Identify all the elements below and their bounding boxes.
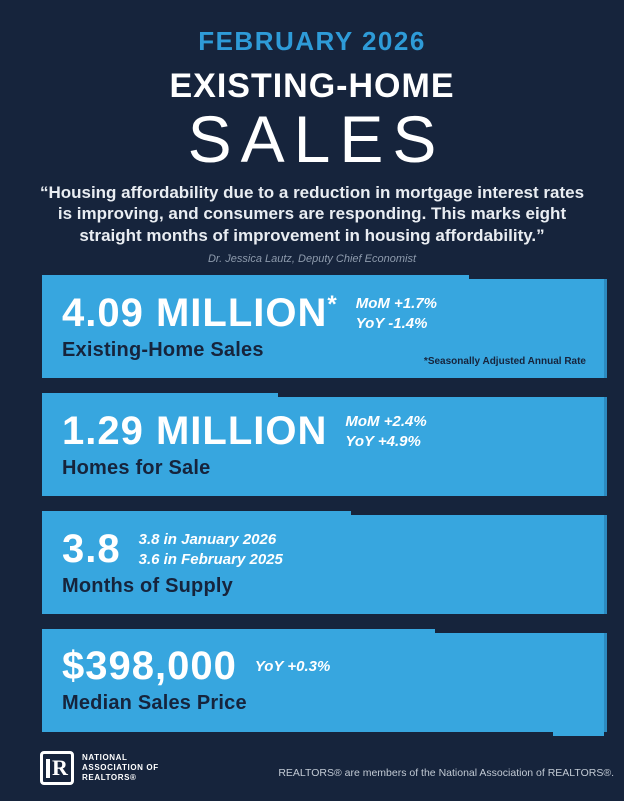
stat-label: Homes for Sale <box>62 457 211 480</box>
report-month: FEBRUARY 2026 <box>198 26 426 56</box>
stat-label: Existing-Home Sales <box>62 339 264 362</box>
yoy-change: YoY +4.9% <box>345 432 421 450</box>
page-title-line1: EXISTING-HOME <box>169 67 455 105</box>
stat-value: 1.29 MILLION <box>62 408 328 453</box>
yoy-change: YoY -1.4% <box>355 314 428 332</box>
prior-year-value: 3.6 in February 2025 <box>138 550 283 568</box>
stat-row: 3.8 3.8 in January 2026 3.6 in February … <box>62 528 584 569</box>
yoy-change: YoY +0.3% <box>254 658 331 676</box>
stat-value: 3.8 <box>62 526 121 571</box>
header: FEBRUARY 2026 EXISTING-HOME SALES “Housi… <box>0 0 624 265</box>
nar-block-r-icon: R <box>40 751 74 786</box>
economist-quote: “Housing affordability due to a reductio… <box>39 183 585 245</box>
stat-label: Months of Supply <box>62 575 233 598</box>
page-title-line2: SALES <box>187 102 446 176</box>
card-homes-for-sale: 1.29 MILLION MoM +2.4% YoY +4.9% Homes f… <box>42 393 607 497</box>
stat-label: Median Sales Price <box>62 692 247 715</box>
logo-line-3: REALTORS® <box>82 773 137 783</box>
nar-logo: R NATIONAL ASSOCIATION OF REALTORS® <box>40 751 159 786</box>
card-months-of-supply: 3.8 3.8 in January 2026 3.6 in February … <box>42 511 607 615</box>
stat-row: 1.29 MILLION MoM +2.4% YoY +4.9% <box>62 410 584 451</box>
seasonal-adjustment-footnote: *Seasonally Adjusted Annual Rate <box>423 356 586 368</box>
stat-row: $398,000 YoY +0.3% <box>62 646 584 686</box>
stat-value: $398,000 <box>62 644 237 689</box>
stat-changes: YoY +0.3% <box>255 655 330 677</box>
stat-value-asterisk: * <box>327 290 338 318</box>
card-median-sales-price: $398,000 YoY +0.3% Median Sales Price <box>42 629 607 737</box>
membership-disclaimer: REALTORS® are members of the National As… <box>278 767 614 780</box>
stat-row: 4.09 MILLION* MoM +1.7% YoY -1.4% <box>62 292 584 333</box>
footer: R NATIONAL ASSOCIATION OF REALTORS® REAL… <box>40 751 614 786</box>
stat-comparisons: 3.8 in January 2026 3.6 in February 2025 <box>139 528 283 569</box>
logo-line-2: ASSOCIATION OF <box>82 763 159 773</box>
stat-changes: MoM +2.4% YoY +4.9% <box>345 410 426 451</box>
prior-month-value: 3.8 in January 2026 <box>138 531 277 549</box>
stat-value-text: 4.09 MILLION <box>62 290 328 335</box>
mom-change: MoM +1.7% <box>355 295 438 313</box>
card-existing-home-sales: 4.09 MILLION* MoM +1.7% YoY -1.4% Existi… <box>42 275 607 379</box>
logo-letter: R <box>52 755 68 781</box>
stat-changes: MoM +1.7% YoY -1.4% <box>356 292 437 333</box>
stat-cards: 4.09 MILLION* MoM +1.7% YoY -1.4% Existi… <box>42 275 607 737</box>
mom-change: MoM +2.4% <box>345 413 427 431</box>
stat-value: 4.09 MILLION* <box>62 290 338 335</box>
quote-attribution: Dr. Jessica Lautz, Deputy Chief Economis… <box>207 253 417 266</box>
nar-logo-text: NATIONAL ASSOCIATION OF REALTORS® <box>82 753 159 784</box>
logo-line-1: NATIONAL <box>82 752 128 762</box>
logo-bar <box>46 758 51 778</box>
